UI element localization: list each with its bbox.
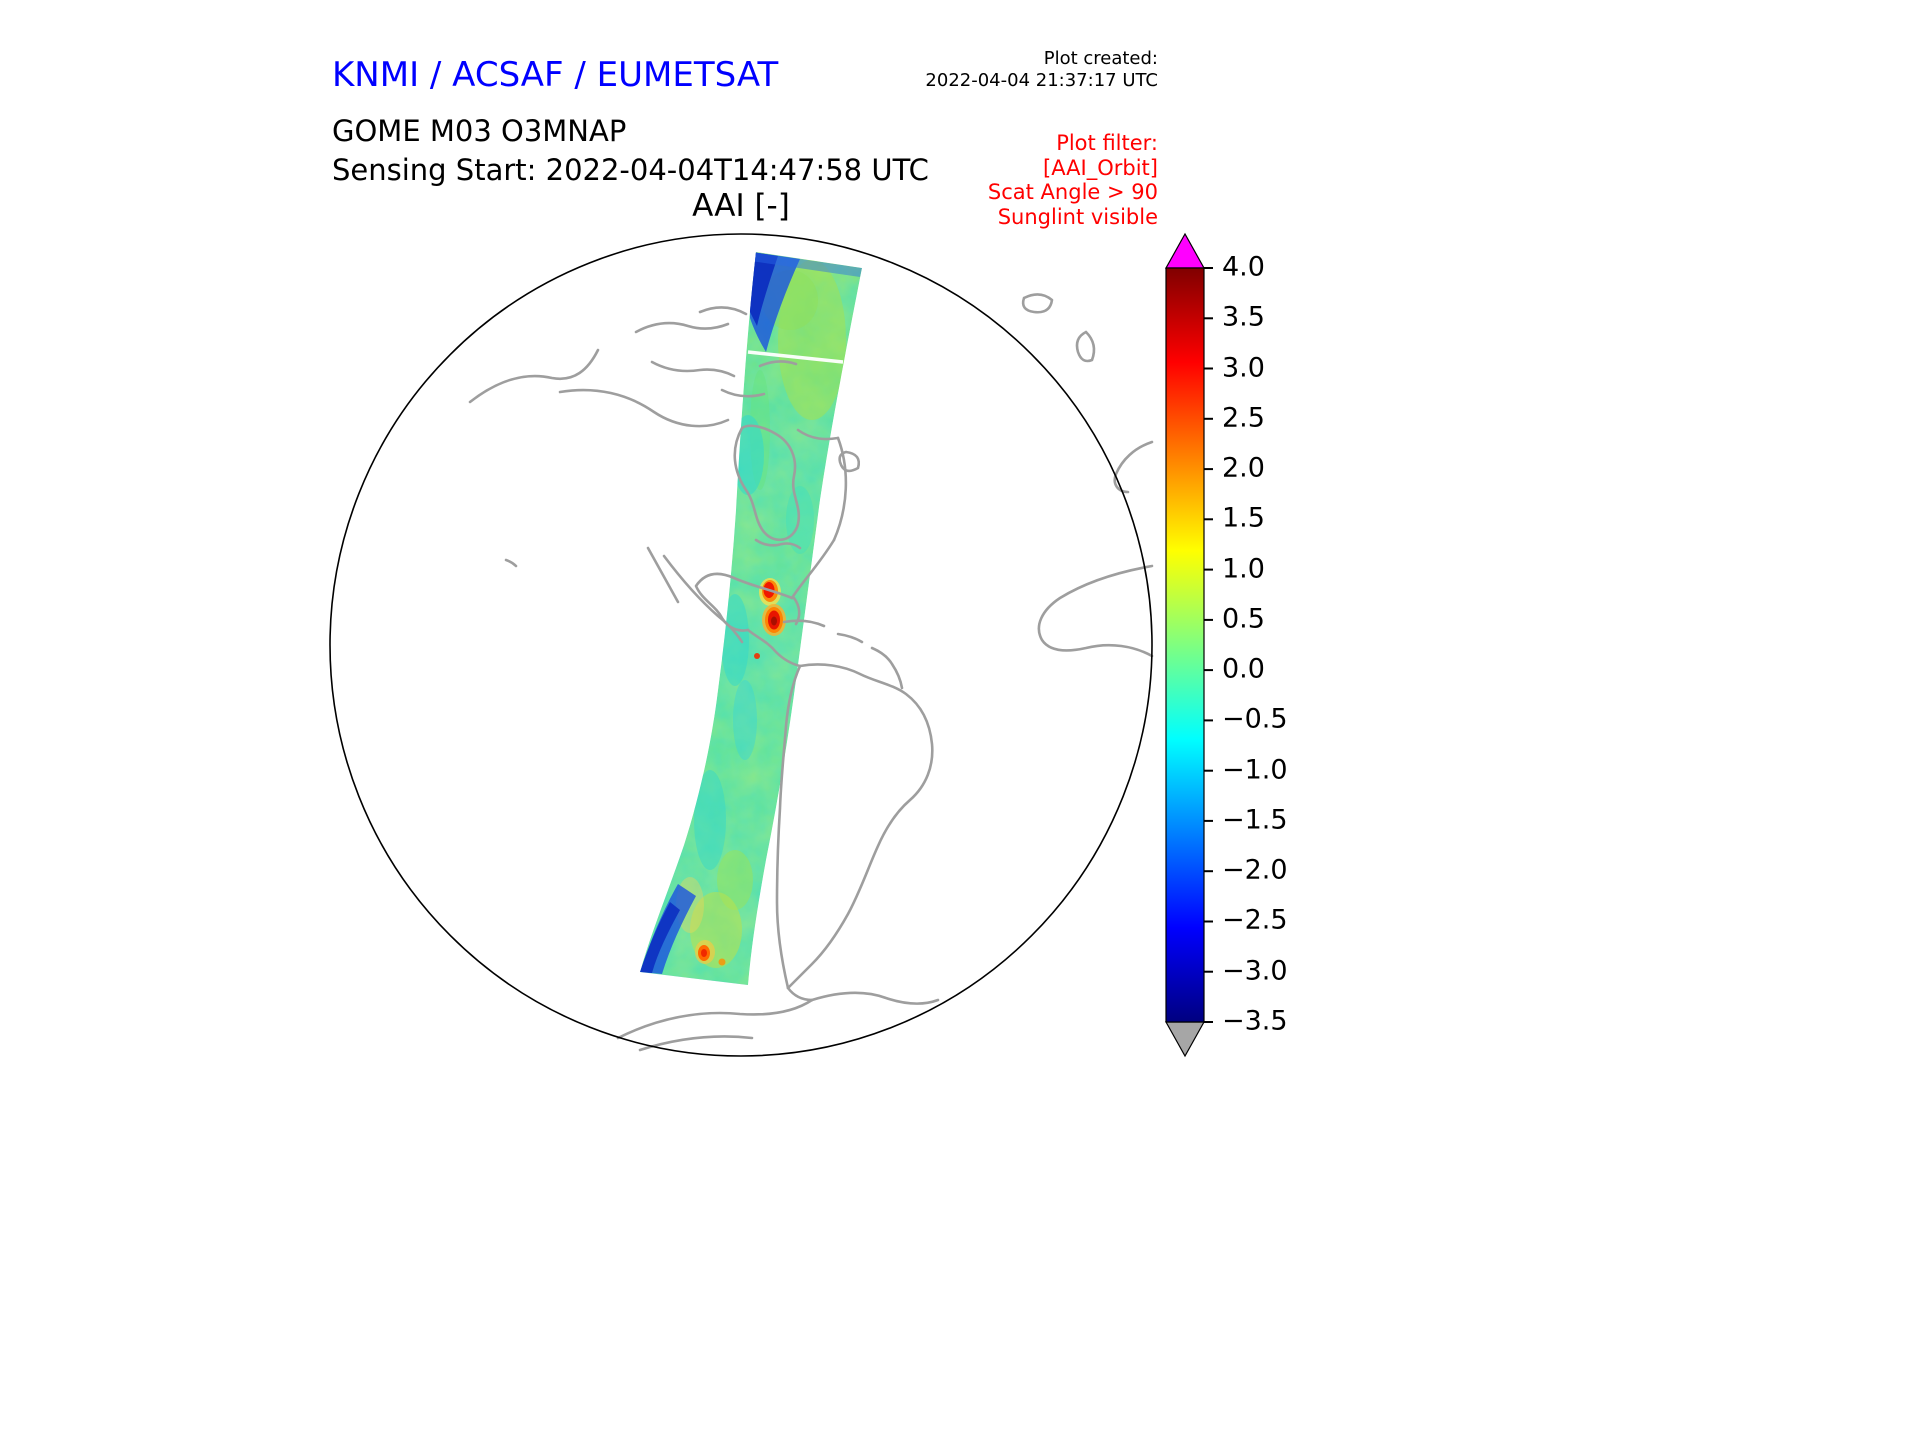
colorbar-under-arrow	[1164, 1021, 1206, 1058]
colorbar-tick-label: 2.0	[1222, 452, 1265, 484]
plot-created-value: 2022-04-04 21:37:17 UTC	[925, 70, 1158, 91]
colorbar-tick-labels: 4.0 3.5 3.0 2.5 2.0 1.5 1.0 0.5 0.0 −0.5…	[1222, 251, 1342, 1036]
plot-created-block: Plot created: 2022-04-04 21:37:17 UTC	[925, 48, 1158, 92]
colorbar-tick-label: 3.5	[1222, 301, 1265, 333]
colorbar-tick-label: 4.0	[1222, 251, 1265, 283]
colorbar-tick-label: 3.0	[1222, 351, 1265, 383]
plot-filter-line: Scat Angle > 90	[987, 180, 1158, 204]
globe-outline	[329, 233, 1153, 1057]
colorbar-tick-marks	[1204, 267, 1213, 1023]
colorbar-tick-label: −1.5	[1222, 804, 1288, 836]
colorbar-gradient	[1165, 267, 1205, 1023]
colorbar-tick-label: −3.5	[1222, 1005, 1288, 1037]
colorbar-over-arrow	[1164, 232, 1206, 269]
colorbar-tick-label: −2.0	[1222, 854, 1288, 886]
page-title: KNMI / ACSAF / EUMETSAT	[332, 55, 779, 95]
plot-created-label: Plot created:	[1043, 48, 1158, 69]
colorbar-tick-label: −0.5	[1222, 703, 1288, 735]
colorbar-tick-label: 1.0	[1222, 552, 1265, 584]
colorbar-tick-label: 0.0	[1222, 653, 1265, 685]
product-title: GOME M03 O3MNAP	[332, 114, 627, 148]
colorbar-tick-label: −3.0	[1222, 954, 1288, 986]
sensing-start: Sensing Start: 2022-04-04T14:47:58 UTC	[332, 153, 929, 187]
colorbar-tick-label: −1.0	[1222, 753, 1288, 785]
colorbar-tick-label: 2.5	[1222, 402, 1265, 434]
colorbar	[1164, 232, 1213, 1058]
colorbar-tick-label: 0.5	[1222, 603, 1265, 635]
plot-filter-block: Plot filter: [AAI_Orbit] Scat Angle > 90…	[988, 131, 1158, 229]
plot-filter-line: [AAI_Orbit]	[1043, 155, 1158, 180]
plot-title: AAI [-]	[692, 188, 790, 224]
plot-filter-line: Plot filter:	[1056, 131, 1158, 155]
colorbar-tick-label: 1.5	[1222, 502, 1265, 534]
colorbar-tick-label: −2.5	[1222, 904, 1288, 936]
plot-filter-line: Sunglint visible	[997, 204, 1158, 229]
coastlines	[468, 293, 1154, 1052]
